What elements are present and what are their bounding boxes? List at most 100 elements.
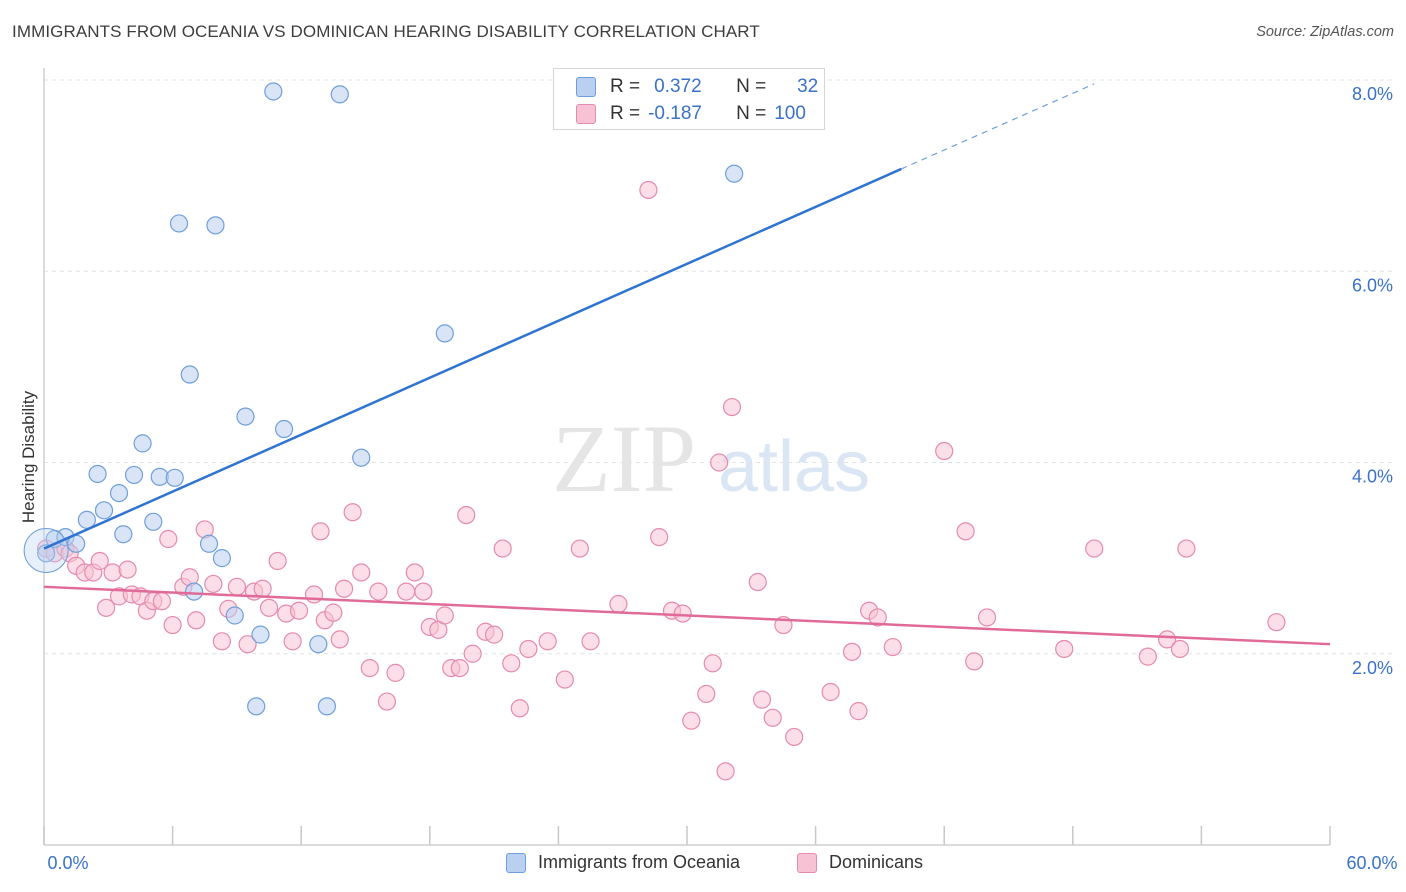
dominicans-point: [163, 615, 182, 635]
dominicans-point: [493, 539, 512, 558]
dominicans-point: [519, 639, 538, 659]
dominicans-point: [697, 684, 716, 704]
y-tick-labels: 2.0% 4.0% 6.0% 8.0%: [1352, 84, 1393, 678]
dominicans-point: [304, 585, 324, 604]
dominicans-point: [283, 632, 302, 651]
dominicans-point: [289, 601, 309, 620]
dominicans-point: [212, 632, 231, 651]
stats-row-dominicans: R = -0.187 N = 100: [576, 101, 818, 127]
oceania-points: [23, 82, 744, 716]
n-label: N =: [736, 103, 767, 124]
oceania-point: [236, 407, 255, 426]
oceania-point: [165, 468, 184, 487]
oceania-trend-extension: [901, 83, 1095, 170]
oceania-point: [124, 465, 144, 485]
dominicans-point: [90, 551, 109, 571]
oceania-point: [264, 82, 283, 101]
dominicans-points: [37, 180, 1286, 781]
r-label: R =: [610, 103, 641, 124]
watermark-atlas: atlas: [718, 427, 870, 507]
r-label: R =: [610, 76, 641, 97]
dominicans-point: [204, 574, 223, 594]
oceania-point: [206, 216, 225, 235]
oceania-trend-line: [43, 167, 902, 550]
x-tick-label-max: 60.0%: [1346, 853, 1397, 873]
chart-title: IMMIGRANTS FROM OCEANIA VS DOMINICAN HEA…: [12, 22, 760, 41]
dominicans-point: [463, 644, 482, 663]
dominicans-point: [324, 603, 343, 622]
oceania-point: [94, 501, 114, 520]
y-axis-label: Hearing Disability: [19, 390, 38, 523]
dominicans-point: [965, 652, 984, 671]
dominicans-point: [259, 598, 279, 617]
bottom-legend: Immigrants from Oceania Dominicans: [0, 850, 1406, 880]
dominicans-point: [1085, 539, 1104, 558]
oceania-point: [212, 549, 231, 568]
oceania-point: [169, 214, 189, 233]
dominicans-point: [570, 539, 589, 558]
dominicans-point: [450, 658, 469, 678]
oceania-point: [133, 434, 152, 453]
dominicans-point: [763, 708, 782, 727]
dominicans-point: [103, 563, 122, 582]
dominicans-point: [268, 551, 287, 571]
dominicans-point: [369, 582, 388, 601]
oceania-point: [274, 419, 294, 439]
dominicans-point: [457, 505, 476, 525]
dominicans-point: [716, 762, 735, 781]
stats-row-oceania: R = 0.372 N = 32: [576, 74, 818, 100]
dominicans-point: [485, 625, 504, 644]
legend-label-oceania: Immigrants from Oceania: [538, 852, 741, 872]
dominicans-point: [1267, 613, 1286, 632]
legend-item-dominicans: Dominicans: [797, 852, 923, 873]
y-tick-label: 6.0%: [1352, 275, 1393, 295]
dominicans-point: [849, 702, 868, 721]
y-tick-label: 2.0%: [1352, 658, 1393, 678]
dominicans-point: [1170, 639, 1190, 659]
dominicans-swatch: [797, 852, 817, 873]
dominicans-point: [502, 654, 521, 673]
oceania-point: [184, 582, 204, 601]
dominicans-point: [1055, 639, 1074, 659]
oceania-point: [199, 534, 219, 553]
dominicans-swatch: [576, 104, 596, 124]
watermark-zip: ZIP: [552, 405, 696, 512]
trend-lines: [43, 83, 1331, 646]
oceania-point: [150, 467, 169, 486]
dominicans-point: [581, 632, 600, 651]
dominicans-point: [386, 663, 405, 682]
oceania-point: [114, 525, 133, 544]
dominicans-point: [238, 635, 257, 654]
dominicans-point: [722, 397, 742, 417]
dominicans-point: [956, 522, 975, 541]
dominicans-point: [703, 654, 722, 673]
r-value: -0.187: [648, 103, 702, 124]
dominicans-point: [710, 453, 729, 472]
axes: [43, 68, 1331, 846]
dominicans-point: [397, 582, 416, 601]
dominicans-point: [334, 579, 354, 598]
oceania-point: [352, 448, 371, 467]
dominicans-point: [842, 642, 862, 661]
dominicans-point: [311, 522, 330, 541]
stats-legend: R = 0.372 N = 32 R = -0.187 N = 100: [553, 68, 825, 130]
n-value: 100: [774, 103, 806, 124]
dominicans-point: [510, 699, 529, 718]
oceania-point: [247, 697, 266, 716]
dominicans-point: [1177, 539, 1196, 558]
oceania-point: [144, 512, 163, 531]
oceania-point-large: [23, 527, 69, 573]
dominicans-point: [253, 579, 272, 598]
dominicans-point: [752, 690, 772, 709]
oceania-point: [317, 697, 337, 716]
dominicans-point: [118, 560, 137, 579]
dominicans-point: [330, 630, 349, 649]
oceania-point: [435, 324, 454, 343]
oceania-point: [109, 484, 129, 503]
oceania-point: [180, 365, 199, 384]
oceania-point: [251, 625, 270, 644]
dominicans-point: [1138, 647, 1157, 666]
dominicans-point: [538, 632, 557, 651]
dominicans-point: [152, 592, 171, 611]
